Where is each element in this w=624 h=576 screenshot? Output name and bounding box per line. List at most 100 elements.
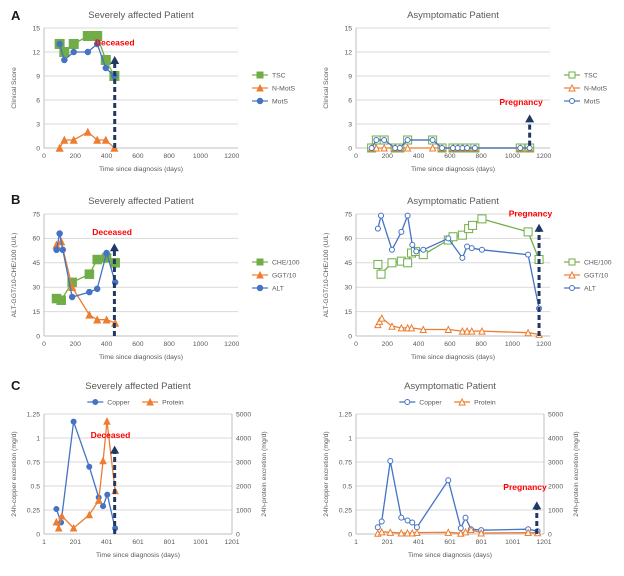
x-tick-label: 200 [70,341,82,348]
event-arrow-head [525,114,535,123]
series-marker-CHE/100 [523,227,533,237]
series-marker-ALT [478,246,485,253]
series-marker-Copper [445,477,452,484]
panel-label-c: C [11,378,21,393]
x-tick-label: 1201 [224,539,239,546]
x-tick-label: 801 [164,539,176,546]
x-tick-label: 200 [382,153,394,160]
y-tick-label: 75 [344,211,352,218]
chart-title: Severely affected Patient [88,10,194,21]
series-marker-Protein [386,528,395,536]
chart-clinical-severe: Severely affected Patient 0 3 6 9 12 15 0 200 400… [11,10,296,173]
x-axis-label: Time since diagnosis (days) [96,552,180,559]
series-marker-Copper [86,463,93,470]
x-tick-label: 401 [413,539,425,546]
series-marker-ALT [413,248,420,255]
series-marker-CHE/100 [92,254,102,265]
series-marker-N-MotS [403,143,412,152]
y-tick-label: 0 [348,333,352,340]
event-annotation-label: Deceased [95,38,135,48]
x-axis-label: Time since diagnosis (days) [99,354,183,361]
y-tick-label: 0.75 [339,459,352,466]
y-tick-label: 15 [32,25,40,32]
y-tick-label: 15 [344,309,352,316]
x-tick-label: 600 [132,341,144,348]
y-tick-label: 1 [36,435,40,442]
y-tick-label: 1 [348,435,352,442]
y2-tick-label: 4000 [548,435,563,442]
series-marker-ALT [445,235,452,242]
y-tick-label: 0.75 [27,459,40,466]
series-marker-Protein [99,456,107,465]
y-tick-label: 0.25 [27,507,40,514]
series-marker-Protein [524,528,532,537]
chart-cell: Severely affected Patient 0 3 6 9 12 15 0 200 400… [0,2,312,188]
legend-marker-square [568,258,576,266]
x-axis-label: Time since diagnosis (days) [411,354,495,361]
chart-title: Asymptomatic Patient [407,196,499,207]
series-marker-ALT [56,230,63,237]
legend-marker-square [256,71,264,79]
chart-cell: Asymptomatic Patient 0 3 6 9 12 15 0 200 400 600 80… [312,2,624,188]
legend-item-label: MotS [584,98,600,105]
series-marker-GGT/10 [467,327,476,335]
x-tick-label: 800 [163,341,175,348]
chart-title: Severely affected Patient [88,196,194,207]
x-tick-label: 1001 [193,539,208,546]
series-marker-MotS [368,145,375,151]
legend-item-label: N-MotS [584,85,608,92]
series-marker-ALT [86,288,93,296]
legend-item-label: TSC [272,72,286,79]
y-tick-label: 3 [348,121,352,128]
chart-copper-protein-asymptomatic: Asymptomatic Patient 0 0.25 0.5 0.75 1 1.25 0 10… [323,381,580,559]
x-tick-label: 800 [475,341,487,348]
chart-copper-protein-severe: Severely affected Patient 0 0.25 0.5 0.75 1 1.… [11,381,268,559]
x-tick-label: 800 [475,153,487,160]
series-marker-Protein [461,527,470,536]
event-annotation-label: Deceased [92,227,132,237]
event-arrow-head [110,445,120,454]
series-marker-Protein [444,528,453,536]
y2-tick-label: 5000 [548,411,563,418]
series-marker-GGT/10 [419,325,428,333]
y-tick-label: 75 [32,211,40,218]
y-tick-label: 0 [348,531,352,538]
x-tick-label: 800 [163,153,175,160]
y2-tick-label: 3000 [548,459,563,466]
x-tick-label: 201 [70,539,82,546]
x-tick-label: 0 [354,153,358,160]
series-marker-GGT/10 [102,315,111,324]
series-marker-TSC [100,55,111,65]
legend-marker-triangle [568,83,576,92]
series-marker-TSC [82,31,93,41]
event-annotation-label: Pregnancy [503,482,547,492]
series-marker-GGT/10 [378,313,386,322]
series-marker-Copper [378,518,385,525]
legend-item-label: MotS [272,98,288,105]
series-marker-N-MotS [93,135,102,144]
chart-cell: Severely affected Patient 0 15 30 45 60 75 0 200… [0,188,312,376]
series-marker-Copper [462,514,469,521]
chart-liver-severe: Severely affected Patient 0 15 30 45 60 75 0 200… [11,196,300,361]
chart-title: Asymptomatic Patient [404,381,496,392]
y2-tick-label: 0 [548,531,552,538]
series-marker-ALT [374,225,381,232]
series-marker-Copper [100,503,107,510]
chart-cell: Asymptomatic Patient 0 15 30 45 60 75 0 200 400 60… [312,188,624,376]
y-axis-label: 24h-copper excretion (mg/d) [11,431,18,516]
panel-a-row: Severely affected Patient 0 3 6 9 12 15 0 200 400… [0,2,624,188]
series-marker-Protein [403,528,412,537]
series-marker-MotS [61,56,68,64]
x-tick-label: 600 [444,153,456,160]
y-tick-label: 1.25 [339,411,352,418]
x-tick-label: 1200 [224,153,239,160]
y-tick-label: 60 [344,236,352,243]
y-tick-label: 15 [32,309,40,316]
series-marker-Protein [85,510,94,519]
y-tick-label: 0.5 [31,483,41,490]
series-marker-Copper [387,458,394,465]
y-tick-label: 15 [344,25,352,32]
y-tick-label: 0 [348,145,352,152]
legend-item-label: GGT/10 [272,272,296,279]
